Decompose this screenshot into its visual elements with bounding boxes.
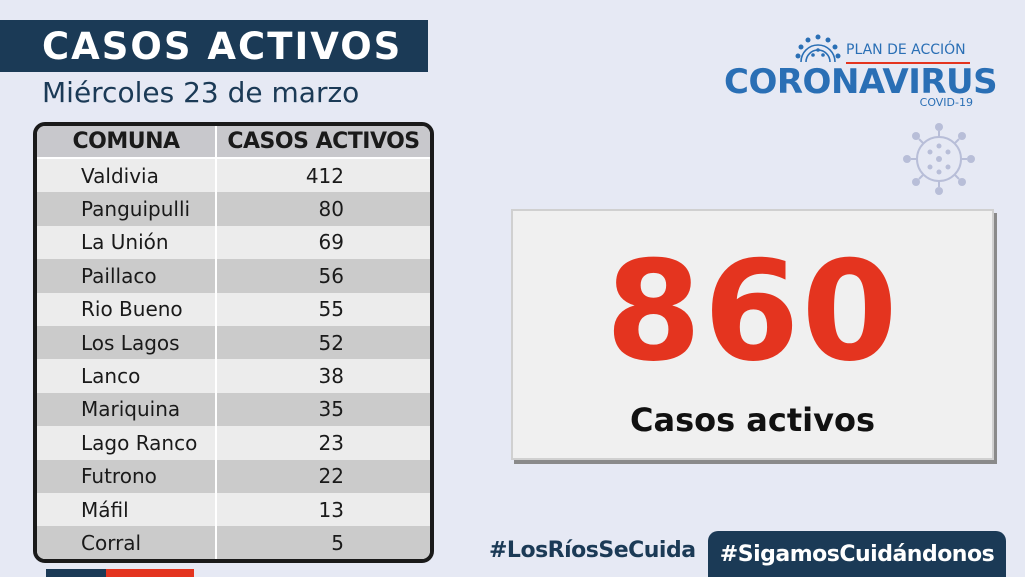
table-row: Paillaco 56 bbox=[37, 259, 430, 293]
cell-comuna: Panguipulli bbox=[37, 192, 217, 226]
logo-plan-text: PLAN DE ACCIÓN bbox=[846, 42, 966, 58]
cell-casos: 13 bbox=[318, 497, 344, 522]
table-row: Valdivia 412 bbox=[37, 159, 430, 193]
cell-comuna: Lanco bbox=[37, 359, 217, 393]
table-row: Lago Ranco 23 bbox=[37, 426, 430, 460]
column-header-casos: CASOS ACTIVOS bbox=[227, 129, 420, 154]
cell-comuna: Mariquina bbox=[37, 392, 217, 427]
virus-icon-large bbox=[903, 123, 975, 195]
decorative-stripes bbox=[46, 569, 194, 577]
logo-covid-text: COVID-19 bbox=[919, 96, 973, 109]
cell-casos: 23 bbox=[318, 430, 344, 455]
page-title: CASOS ACTIVOS bbox=[42, 24, 403, 68]
table-row: Panguipulli 80 bbox=[37, 192, 430, 226]
cell-casos: 22 bbox=[318, 464, 344, 489]
table-row: Lanco 38 bbox=[37, 359, 430, 393]
cell-comuna: La Unión bbox=[37, 225, 217, 260]
cell-comuna: Lago Ranco bbox=[37, 426, 217, 460]
logo-red-line bbox=[846, 62, 970, 64]
active-cases-label: Casos activos bbox=[629, 401, 875, 439]
hashtag-los-rios: #LosRíosSeCuida bbox=[489, 538, 696, 563]
cell-casos: 69 bbox=[318, 230, 344, 255]
cell-comuna: Los Lagos bbox=[37, 325, 217, 360]
cell-casos: 35 bbox=[318, 397, 344, 422]
plan-coronavirus-logo: PLAN DE ACCIÓN CORONAVIRUS COVID-19 bbox=[722, 32, 998, 112]
title-banner: CASOS ACTIVOS bbox=[0, 20, 428, 72]
cell-comuna: Futrono bbox=[37, 459, 217, 493]
cell-casos: 55 bbox=[318, 297, 344, 322]
table-row: Rio Bueno 55 bbox=[37, 292, 430, 326]
cell-comuna: Rio Bueno bbox=[37, 292, 217, 326]
cell-comuna: Paillaco bbox=[37, 259, 217, 293]
table-row: La Unión 69 bbox=[37, 225, 430, 260]
table-row: Máfil 13 bbox=[37, 492, 430, 527]
cell-casos: 80 bbox=[318, 197, 344, 222]
cell-casos: 56 bbox=[318, 263, 344, 288]
stripe-blue bbox=[46, 569, 106, 577]
cell-comuna: Valdivia bbox=[37, 159, 217, 193]
cell-comuna: Corral bbox=[37, 526, 217, 559]
cell-casos: 52 bbox=[318, 330, 344, 355]
cell-casos: 38 bbox=[318, 364, 344, 389]
table-row: Mariquina 35 bbox=[37, 392, 430, 427]
table-row: Futrono 22 bbox=[37, 459, 430, 493]
hashtag-banner: #SigamosCuidándonos bbox=[708, 531, 1006, 577]
cell-comuna: Máfil bbox=[37, 492, 217, 527]
table-header: COMUNA CASOS ACTIVOS bbox=[37, 126, 430, 159]
stripe-red bbox=[106, 569, 194, 577]
virus-icon-small bbox=[795, 34, 841, 63]
column-header-comuna: COMUNA bbox=[37, 126, 217, 157]
cell-casos: 5 bbox=[331, 530, 344, 555]
active-cases-summary: 860 Casos activos bbox=[511, 209, 994, 460]
table-row: Los Lagos 52 bbox=[37, 325, 430, 360]
logo-coronavirus-text: CORONAVIRUS bbox=[724, 62, 998, 102]
hashtag-sigamos: #SigamosCuidándonos bbox=[719, 541, 995, 567]
cases-table: COMUNA CASOS ACTIVOS Valdivia 412 Pangui… bbox=[33, 122, 434, 563]
cell-casos: 412 bbox=[305, 163, 344, 188]
table-row: Corral 5 bbox=[37, 526, 430, 559]
report-date: Miércoles 23 de marzo bbox=[42, 76, 360, 109]
active-cases-total: 860 bbox=[605, 231, 900, 392]
table-body: Valdivia 412 Panguipulli 80 La Unión 69 … bbox=[37, 159, 430, 559]
